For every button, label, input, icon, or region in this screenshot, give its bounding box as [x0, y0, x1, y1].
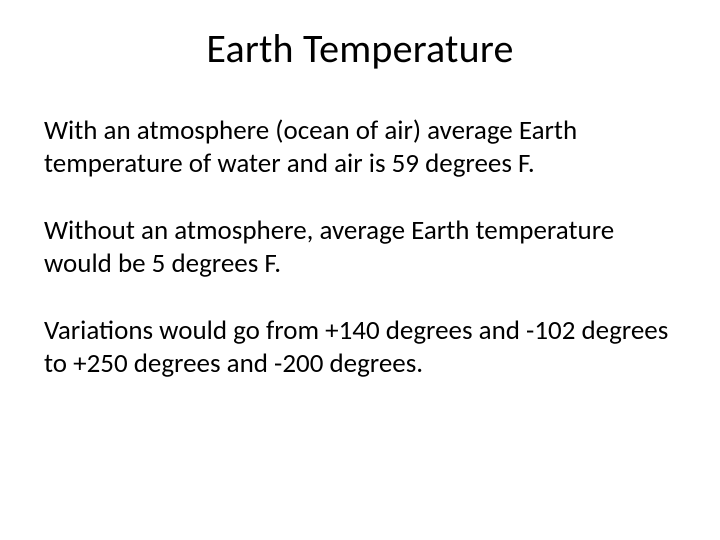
paragraph: Without an atmosphere, average Earth tem… [44, 215, 676, 281]
paragraph: Variations would go from +140 degrees an… [44, 315, 676, 381]
slide-title: Earth Temperature [44, 24, 676, 73]
paragraph: With an atmosphere (ocean of air) averag… [44, 115, 676, 181]
slide-container: Earth Temperature With an atmosphere (oc… [0, 0, 720, 540]
slide-body: With an atmosphere (ocean of air) averag… [44, 115, 676, 381]
